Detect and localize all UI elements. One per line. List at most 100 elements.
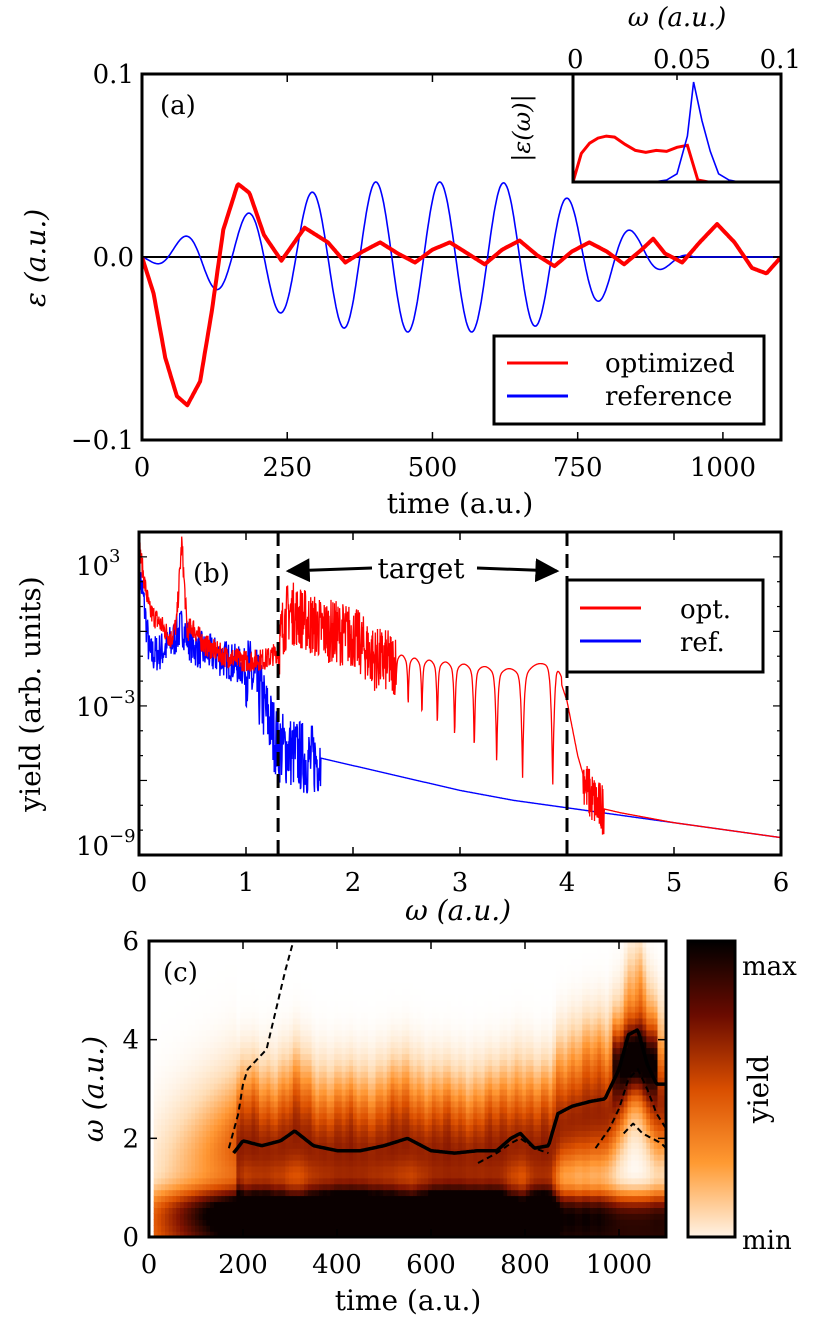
heatmap-cell — [172, 1059, 177, 1066]
heatmap-cell — [255, 1130, 260, 1137]
heatmap-cell — [488, 988, 493, 995]
heatmap-cell — [424, 1012, 429, 1019]
heatmap-cell — [225, 1171, 230, 1179]
heatmap-cell — [439, 1118, 444, 1126]
heatmap-cell — [424, 1183, 429, 1191]
heatmap-cell — [206, 1083, 211, 1090]
heatmap-cell — [165, 1006, 170, 1013]
heatmap-cell — [285, 1154, 290, 1161]
heatmap-cell — [266, 1053, 271, 1060]
heatmap-cell — [424, 1213, 429, 1220]
heatmap-cell — [480, 1106, 486, 1114]
heatmap-cell — [206, 1171, 211, 1179]
heatmap-cell — [341, 1183, 347, 1191]
heatmap-cell — [518, 1100, 523, 1108]
heatmap-cell — [383, 1148, 388, 1155]
heatmap-cell — [465, 1177, 471, 1185]
heatmap-cell — [458, 941, 463, 948]
heatmap-cell — [161, 988, 166, 995]
heatmap-cell — [525, 1089, 531, 1096]
heatmap-cell — [198, 1195, 204, 1203]
heatmap-cell — [337, 1166, 343, 1173]
heatmap-cell — [213, 1177, 219, 1185]
heatmap-cell — [469, 964, 474, 972]
heatmap-cell — [431, 1106, 437, 1114]
heatmap-cell — [386, 1012, 392, 1019]
heatmap-cell — [356, 1231, 362, 1237]
heatmap-cell — [180, 994, 185, 1001]
heatmap-cell — [375, 1148, 380, 1155]
heatmap-cell — [187, 976, 192, 983]
heatmap-cell — [240, 958, 245, 966]
heatmap-cell — [514, 1207, 520, 1214]
heatmap-cell — [311, 1201, 316, 1208]
heatmap-cell — [270, 970, 275, 978]
heatmap-cell — [458, 964, 463, 972]
heatmap-cell — [477, 1207, 482, 1214]
heatmap-cell — [356, 970, 362, 978]
heatmap-cell — [499, 1195, 504, 1203]
heatmap-cell — [221, 1029, 226, 1037]
heatmap-cell — [337, 1225, 343, 1232]
heatmap-cell — [416, 1225, 422, 1232]
heatmap-cell — [198, 1023, 204, 1031]
heatmap-cell — [277, 1154, 283, 1161]
heatmap-cell — [311, 1231, 316, 1237]
heatmap-cell — [307, 1166, 313, 1173]
heatmap-cell — [465, 1195, 471, 1203]
heatmap-cell — [213, 1207, 219, 1214]
heatmap-cell — [518, 952, 523, 960]
heatmap-cell — [281, 1160, 286, 1167]
heatmap-cell — [465, 1012, 471, 1019]
heatmap-cell — [195, 1136, 200, 1143]
heatmap-cell — [266, 1089, 271, 1096]
heatmap-cell — [326, 1225, 332, 1232]
heatmap-cell — [270, 1118, 275, 1126]
heatmap-cell — [296, 1077, 301, 1084]
heatmap-cell — [322, 1142, 328, 1149]
heatmap-cell — [330, 1106, 335, 1114]
heatmap-cell — [168, 970, 174, 978]
heatmap-cell — [221, 1071, 226, 1078]
heatmap-cell — [161, 941, 166, 948]
heatmap-cell — [315, 1160, 320, 1167]
heatmap-cell — [243, 1160, 249, 1167]
heatmap-cell — [337, 1213, 343, 1220]
heatmap-cell — [232, 1154, 238, 1161]
heatmap-cell — [307, 1053, 313, 1060]
heatmap-cell — [450, 988, 456, 995]
heatmap-cell — [401, 964, 407, 972]
heatmap-cell — [285, 1059, 290, 1066]
heatmap-cell — [180, 1195, 185, 1203]
heatmap-cell — [525, 1195, 531, 1203]
heatmap-cell — [341, 1023, 347, 1031]
heatmap-cell — [450, 1213, 456, 1220]
heatmap-cell — [495, 1094, 501, 1102]
heatmap-cell — [259, 941, 264, 948]
heatmap-cell — [360, 1023, 365, 1031]
heatmap-cell — [480, 1160, 486, 1167]
heatmap-cell — [522, 1065, 527, 1072]
heatmap-cell — [307, 976, 313, 983]
heatmap-cell — [394, 1160, 399, 1167]
heatmap-cell — [341, 1118, 347, 1126]
heatmap-cell — [206, 1207, 211, 1214]
heatmap-cell — [228, 994, 234, 1001]
heatmap-cell — [240, 970, 245, 978]
heatmap-cell — [375, 1100, 380, 1108]
heatmap-cell — [424, 1041, 429, 1049]
heatmap-cell — [319, 1094, 324, 1102]
heatmap-cell — [386, 1047, 392, 1055]
heatmap-cell — [484, 1029, 489, 1037]
heatmap-cell — [157, 1124, 162, 1131]
heatmap-cell — [477, 1142, 482, 1149]
heatmap-cell — [300, 1171, 305, 1179]
heatmap-cell — [176, 1012, 181, 1019]
heatmap-cell — [228, 1177, 234, 1185]
heatmap-cell — [462, 1065, 467, 1072]
heatmap-cell — [157, 988, 162, 995]
heatmap-cell — [307, 1012, 313, 1019]
heatmap-cell — [477, 1053, 482, 1060]
heatmap-cell — [285, 976, 290, 983]
heatmap-cell — [225, 982, 230, 989]
